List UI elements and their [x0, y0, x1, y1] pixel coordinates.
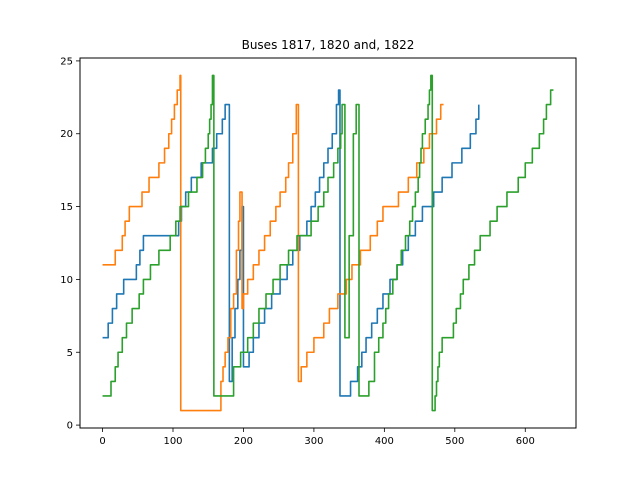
- x-tick-label: 300: [304, 436, 323, 447]
- y-tick-label: 15: [60, 202, 73, 213]
- y-tick-label: 20: [60, 129, 73, 140]
- series-line-2: [102, 74, 444, 412]
- y-tick-label: 0: [67, 421, 73, 432]
- ticks: 0 100 200 300 400 500 600 0 5 10 15 20 25: [60, 56, 535, 447]
- y-tick-label: 25: [60, 56, 73, 67]
- y-tick-label: 5: [67, 348, 73, 359]
- x-tick-label: 200: [234, 436, 253, 447]
- x-tick-label: 400: [375, 436, 394, 447]
- series-line-3: [102, 74, 554, 412]
- x-tick-label: 500: [445, 436, 464, 447]
- chart-title: Buses 1817, 1820 and, 1822: [242, 38, 415, 52]
- y-tick-label: 10: [60, 275, 73, 286]
- x-tick-label: 0: [99, 436, 105, 447]
- plot-frame: [79, 57, 577, 429]
- x-tick-label: 100: [163, 436, 182, 447]
- x-tick-label: 600: [516, 436, 535, 447]
